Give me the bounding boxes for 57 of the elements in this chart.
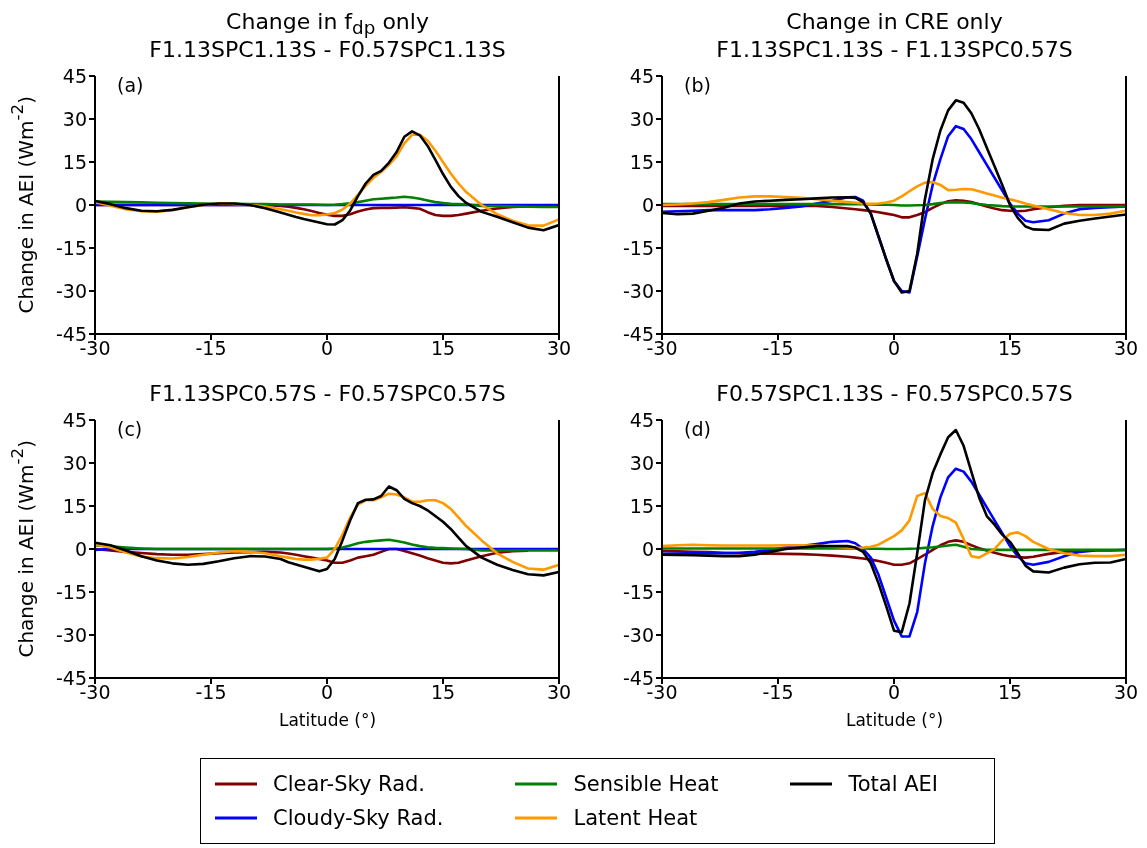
- y-tick-label: 30: [62, 451, 87, 474]
- y-tick-label: 0: [74, 537, 87, 560]
- y-tick-label: 0: [74, 193, 87, 216]
- x-tick-label: 30: [1113, 681, 1139, 704]
- x-tick-label: 0: [320, 337, 334, 360]
- x-tick-label: 0: [887, 681, 901, 704]
- legend-label: Cloudy-Sky Rad.: [273, 806, 444, 830]
- y-tick-label: 30: [629, 107, 654, 130]
- y-tick-label: -30: [55, 623, 87, 646]
- y-tick-label: -30: [55, 279, 87, 302]
- y-tick-label: 15: [629, 494, 654, 517]
- y-tick-label: -15: [55, 236, 87, 259]
- chart-title: F1.13SPC0.57S - F0.57SPC0.57S: [148, 380, 507, 408]
- x-tick-label: 0: [887, 337, 901, 360]
- y-tick-label: 15: [62, 150, 87, 173]
- annotation: (c): [117, 418, 143, 440]
- y-tick-label: 45: [62, 408, 87, 431]
- chart-title: F0.57SPC1.13S - F0.57SPC0.57S: [715, 380, 1074, 408]
- x-tick-label: 15: [430, 337, 456, 360]
- y-tick-label: 15: [62, 494, 87, 517]
- chart-title: Change in CRE only: [785, 8, 1004, 36]
- x-tick-label: 15: [997, 681, 1023, 704]
- x-tick-label: 15: [430, 681, 456, 704]
- y-tick-label: 45: [62, 64, 87, 87]
- chart-subtitle: F1.13SPC1.13S - F1.13SPC0.57S: [715, 36, 1074, 64]
- y-tick-label: -30: [622, 623, 654, 646]
- y-tick-label: 0: [641, 193, 654, 216]
- y-tick-label: 30: [62, 107, 87, 130]
- y-tick-label: -15: [622, 236, 654, 259]
- y-tick-label: -30: [622, 279, 654, 302]
- x-tick-label: -15: [195, 337, 227, 360]
- y-tick-label: 45: [629, 64, 654, 87]
- x-tick-label: 15: [997, 337, 1023, 360]
- y-tick-label: 0: [641, 537, 654, 560]
- x-axis-title: Latitude (°): [277, 709, 378, 732]
- annotation: (b): [684, 74, 711, 96]
- y-tick-label: 30: [629, 451, 654, 474]
- y-tick-label: 45: [629, 408, 654, 431]
- x-tick-label: 0: [320, 681, 334, 704]
- legend-label: Total AEI: [848, 772, 938, 796]
- chart-subtitle: F1.13SPC1.13S - F0.57SPC1.13S: [148, 37, 507, 64]
- chart-title: Change in f$_{dp}$ only: [225, 8, 430, 39]
- y-tick-label: -15: [55, 580, 87, 603]
- annotation: (d): [684, 418, 711, 440]
- x-tick-label: 30: [546, 337, 572, 360]
- x-axis-title: Latitude (°): [844, 709, 945, 732]
- x-tick-label: 30: [546, 681, 572, 704]
- x-tick-label: -15: [195, 681, 227, 704]
- legend-label: Latent Heat: [573, 806, 698, 830]
- x-tick-label: 30: [1113, 337, 1139, 360]
- legend-label: Sensible Heat: [573, 772, 719, 796]
- legend-label: Clear-Sky Rad.: [273, 772, 426, 796]
- annotation: (a): [117, 74, 144, 96]
- y-tick-label: -15: [622, 580, 654, 603]
- x-tick-label: -15: [762, 681, 794, 704]
- x-tick-label: -15: [762, 337, 794, 360]
- y-tick-label: 15: [629, 150, 654, 173]
